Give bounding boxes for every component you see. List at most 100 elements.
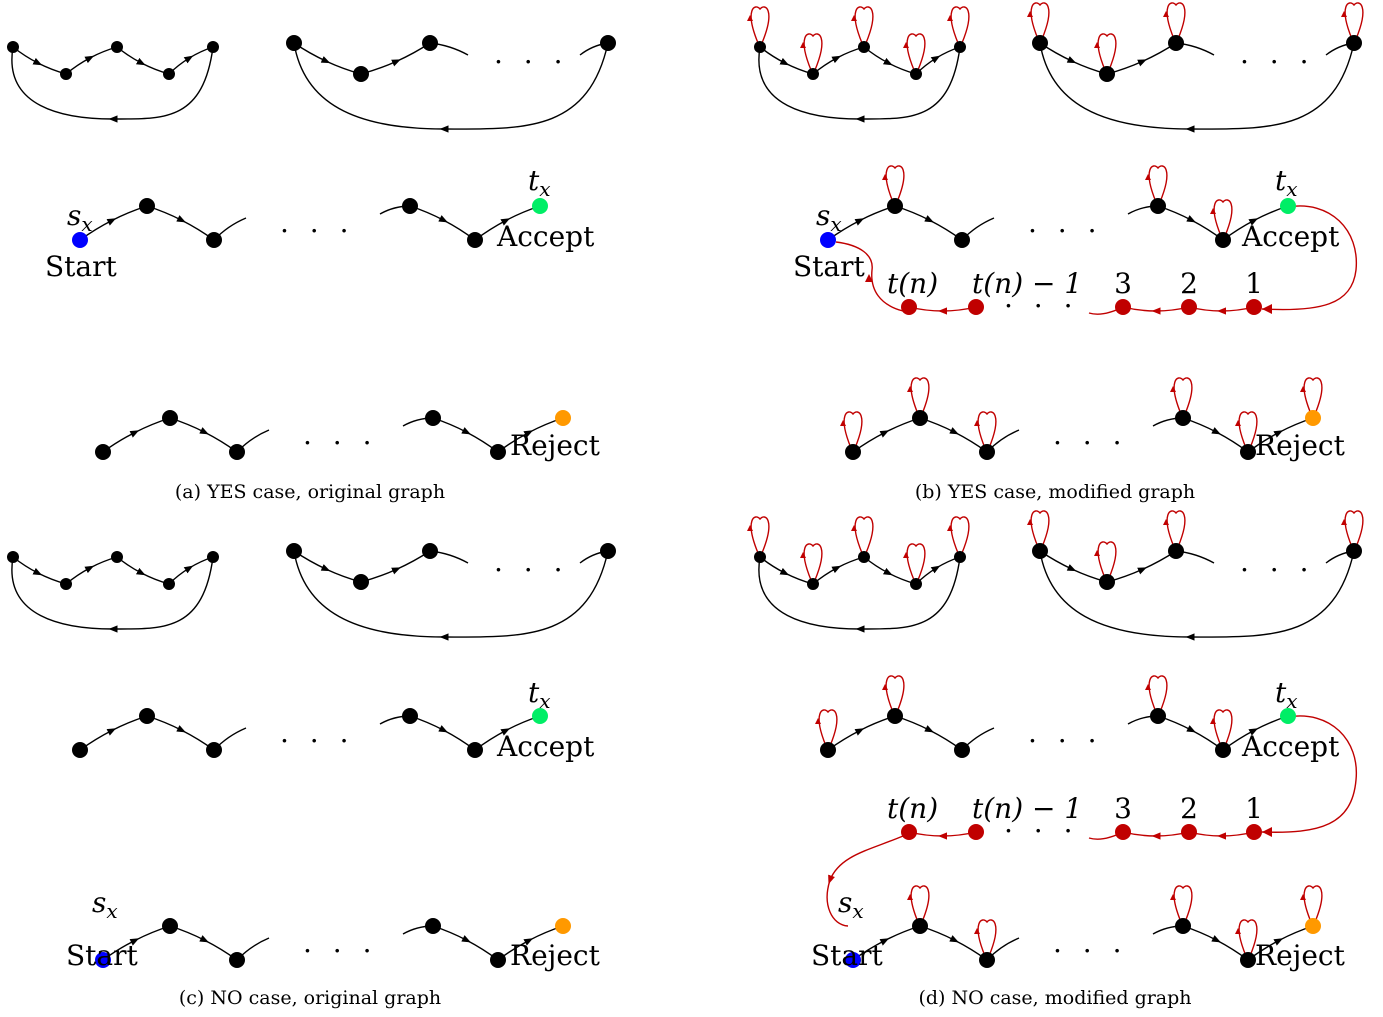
accept-state-label: tx bbox=[528, 676, 551, 713]
end-node bbox=[1305, 918, 1321, 934]
self-loop-arrowhead bbox=[903, 42, 909, 48]
graph-edge bbox=[828, 716, 895, 750]
ellipsis: . . . bbox=[280, 716, 355, 749]
graph-node bbox=[910, 68, 922, 80]
graph-node bbox=[206, 232, 222, 248]
self-loop bbox=[978, 920, 996, 956]
self-loop-arrowhead bbox=[903, 552, 909, 558]
arrowhead bbox=[1262, 304, 1272, 314]
reject-label: Reject bbox=[1255, 939, 1346, 972]
graph-node bbox=[425, 410, 441, 426]
graph-edge bbox=[1107, 43, 1176, 74]
graph-node bbox=[1099, 574, 1115, 590]
graph-node bbox=[858, 551, 870, 563]
counter-label-tn-1: t(n) − 1 bbox=[972, 792, 1082, 825]
self-loop bbox=[1167, 511, 1185, 547]
graph-node bbox=[912, 918, 928, 934]
graph-edge bbox=[916, 557, 960, 584]
graph-node bbox=[286, 543, 302, 559]
counter-label-3: 3 bbox=[1114, 792, 1132, 825]
counter-node bbox=[1115, 299, 1131, 315]
self-loop-arrowhead bbox=[1094, 550, 1100, 556]
graph-edge bbox=[294, 43, 361, 74]
graph-edge bbox=[117, 47, 169, 74]
graph-node bbox=[402, 708, 418, 724]
graph-edge bbox=[294, 551, 361, 582]
caption-b: (b) YES case, modified graph bbox=[915, 481, 1195, 503]
reject-label: Reject bbox=[510, 939, 601, 972]
graph-node bbox=[1240, 444, 1256, 460]
graph-node bbox=[229, 444, 245, 460]
graph-node bbox=[600, 543, 616, 559]
self-loop-arrowhead bbox=[1300, 894, 1306, 900]
graph-node bbox=[954, 41, 966, 53]
ellipsis: . . . bbox=[494, 545, 569, 578]
self-loop-arrowhead bbox=[907, 386, 913, 392]
self-loop bbox=[844, 412, 862, 448]
graph-node bbox=[229, 952, 245, 968]
graph-node bbox=[979, 952, 995, 968]
graph-node bbox=[1215, 742, 1231, 758]
self-loop-arrowhead bbox=[947, 15, 953, 21]
self-loop-arrowhead bbox=[1210, 208, 1216, 214]
self-loop-arrowhead bbox=[1170, 894, 1176, 900]
graph-edge bbox=[361, 551, 430, 582]
self-loop-arrowhead bbox=[1300, 386, 1306, 392]
ellipsis: . . . bbox=[1053, 926, 1128, 959]
counter-label-2: 2 bbox=[1180, 267, 1198, 300]
arrowhead bbox=[1262, 827, 1272, 837]
graph-node bbox=[1032, 543, 1048, 559]
ellipsis: . . . bbox=[303, 418, 378, 451]
ellipsis: . . . bbox=[1240, 37, 1315, 70]
counter-node bbox=[968, 824, 984, 840]
graph-node bbox=[1168, 543, 1184, 559]
graph-node bbox=[1240, 952, 1256, 968]
graph-node bbox=[139, 708, 155, 724]
self-loop-arrowhead bbox=[1027, 519, 1033, 525]
self-loop bbox=[1149, 676, 1167, 712]
self-loop-arrowhead bbox=[974, 420, 980, 426]
self-loop bbox=[819, 710, 837, 746]
self-loop-arrowhead bbox=[1235, 420, 1241, 426]
self-loop-arrowhead bbox=[1341, 11, 1347, 17]
graph-node bbox=[1346, 543, 1362, 559]
graph-node bbox=[163, 68, 175, 80]
graph-node bbox=[1150, 198, 1166, 214]
self-loop-arrowhead bbox=[882, 684, 888, 690]
counter-label-1: 1 bbox=[1245, 267, 1263, 300]
self-loop bbox=[1304, 378, 1322, 414]
graph-node bbox=[887, 198, 903, 214]
return-edge bbox=[12, 47, 213, 119]
self-loop-arrowhead bbox=[747, 15, 753, 21]
self-loop bbox=[1214, 200, 1232, 236]
self-loop-arrowhead bbox=[815, 718, 821, 724]
graph-node bbox=[139, 198, 155, 214]
self-loop-arrowhead bbox=[1210, 718, 1216, 724]
graph-node bbox=[353, 574, 369, 590]
accept-state-label: tx bbox=[1275, 676, 1298, 713]
graph-node bbox=[286, 35, 302, 51]
counter-edge bbox=[1189, 832, 1254, 836]
start-state-label: sx bbox=[816, 199, 842, 236]
graph-edge bbox=[169, 557, 213, 584]
self-loop-arrowhead bbox=[1163, 519, 1169, 525]
graph-node bbox=[1346, 35, 1362, 51]
self-loop bbox=[1345, 511, 1363, 547]
counter-edge bbox=[1123, 832, 1189, 836]
caption-a: (a) YES case, original graph bbox=[175, 481, 445, 503]
start-state-label: sx bbox=[92, 886, 118, 923]
counter-edge bbox=[909, 307, 976, 311]
self-loop bbox=[951, 7, 969, 43]
start-state-label: sx bbox=[67, 199, 93, 236]
ellipsis: . . . bbox=[494, 37, 569, 70]
self-loop bbox=[1098, 34, 1116, 70]
graph-edge bbox=[410, 206, 475, 240]
ellipsis: . . . bbox=[280, 206, 355, 239]
graph-node bbox=[1150, 708, 1166, 724]
graph-node bbox=[1032, 35, 1048, 51]
ellipsis: . . . bbox=[1028, 206, 1103, 239]
accept-label: Accept bbox=[496, 730, 595, 763]
graph-edge bbox=[13, 557, 66, 584]
self-loop bbox=[1031, 511, 1049, 547]
